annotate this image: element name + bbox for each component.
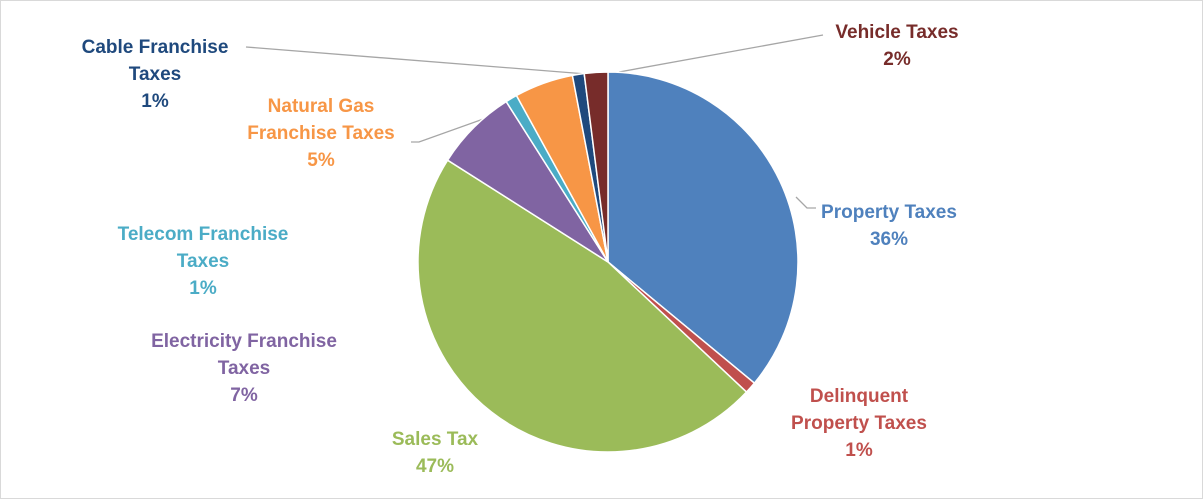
data-label: Delinquent Property Taxes 1% — [784, 383, 934, 464]
value-label: 47% — [415, 456, 455, 477]
category-label: Sales Tax — [391, 429, 479, 450]
category-label: Natural Gas Franchise Taxes — [247, 96, 395, 144]
data-label: Natural Gas Franchise Taxes 5% — [231, 93, 411, 174]
data-label: Vehicle Taxes 2% — [817, 19, 977, 73]
pie-slice — [583, 71, 609, 263]
value-label: 2% — [883, 49, 911, 70]
data-label: Cable Franchise Taxes 1% — [65, 34, 245, 115]
category-label: Telecom Franchise Taxes — [117, 224, 289, 272]
data-label: Telecom Franchise Taxes 1% — [93, 221, 313, 302]
value-label: 1% — [189, 278, 217, 299]
leader-line — [245, 46, 600, 76]
data-label: Electricity Franchise Taxes 7% — [124, 328, 364, 409]
category-label: Vehicle Taxes — [835, 22, 959, 43]
data-label: Property Taxes 36% — [799, 199, 979, 253]
category-label: Property Taxes — [821, 202, 957, 223]
value-label: 5% — [307, 150, 335, 171]
pie-slice — [607, 71, 799, 385]
category-label: Delinquent Property Taxes — [791, 386, 927, 434]
pie-slice — [417, 159, 748, 453]
value-label: 1% — [141, 91, 169, 112]
data-label: Sales Tax 47% — [375, 426, 495, 480]
category-label: Electricity Franchise Taxes — [151, 331, 337, 379]
value-label: 36% — [869, 229, 909, 250]
value-label: 7% — [230, 385, 258, 406]
leader-line — [618, 34, 824, 73]
value-label: 1% — [845, 440, 873, 461]
leader-line — [795, 196, 816, 209]
category-label: Cable Franchise Taxes — [81, 37, 229, 85]
